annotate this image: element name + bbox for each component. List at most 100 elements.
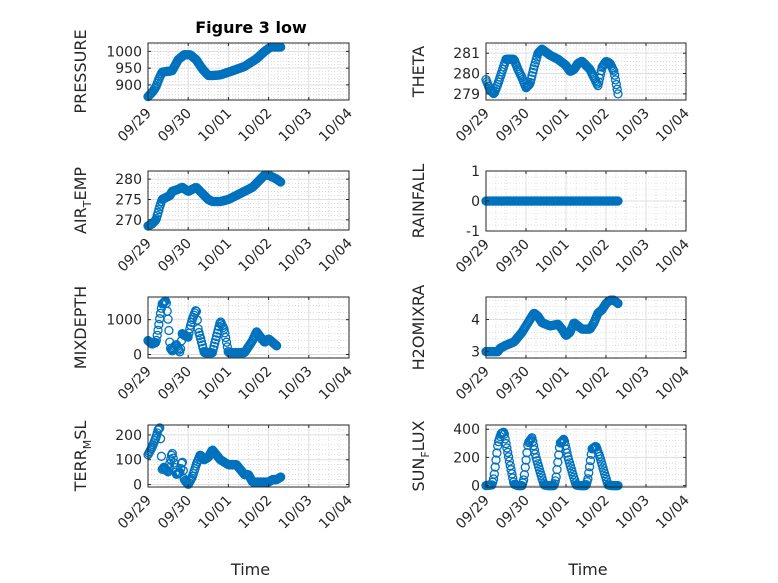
data-point (155, 423, 165, 433)
data-point (158, 298, 168, 308)
y-tick-label: 1000 (106, 313, 142, 329)
y-tick-label: 4 (471, 312, 480, 328)
x-tick-label: 09/29 (115, 364, 155, 404)
data-point (221, 337, 232, 347)
y-axis-label: MIXDEPTH (71, 286, 90, 369)
x-tick-label: 09/30 (155, 236, 195, 276)
x-tick-label: 10/02 (236, 493, 276, 533)
data-point (492, 448, 502, 458)
plot-area (148, 171, 349, 230)
y-label-main: SUN (409, 458, 428, 492)
y-label-subscript: M (81, 440, 94, 450)
x-tick-label: 09/30 (155, 364, 195, 404)
x-tick-label: 10/04 (316, 363, 356, 403)
data-point (276, 472, 286, 482)
x-tick-label: 09/29 (115, 106, 155, 146)
data-point (155, 308, 166, 318)
y-tick-label: 400 (453, 422, 480, 438)
y-axis-label: RAINFALL (409, 164, 428, 239)
data-point (504, 456, 515, 466)
x-tick-label: 10/01 (533, 493, 573, 533)
data-point (491, 455, 501, 465)
data-point (488, 474, 499, 484)
axes-box (485, 424, 687, 488)
x-tick-label: 09/29 (453, 106, 493, 146)
y-tick-label: 280 (453, 67, 480, 83)
x-tick-label: 10/04 (316, 492, 356, 532)
y-label-main: RAINFALL (409, 164, 428, 239)
y-axis-label: TERRMSL (71, 421, 94, 493)
data-point (151, 335, 162, 346)
data-point (611, 79, 621, 90)
y-tick-label: -1 (466, 224, 480, 240)
y-label-tail: SL (71, 421, 90, 440)
subplot-grid: 09/29 09/30 10/01 10/02 10/03 10/049009501000… (71, 29, 693, 579)
data-point (502, 443, 512, 453)
x-tick-label: 10/02 (236, 106, 276, 146)
data-point (562, 448, 572, 458)
axes-box (485, 296, 687, 359)
axes-box (147, 424, 350, 488)
data-point (271, 340, 281, 350)
data-point (550, 476, 560, 486)
data-point (554, 442, 565, 453)
data-point (153, 325, 163, 335)
y-tick-label: 200 (115, 428, 142, 444)
data-point (584, 462, 595, 472)
axes-box (147, 170, 350, 231)
subplot-air_temp: 09/29 09/30 10/01 10/02 10/03 10/04 270 275 280 A… (71, 167, 356, 276)
y-tick-label: 1000 (106, 44, 142, 60)
data-point (164, 325, 174, 336)
data-point (610, 70, 620, 80)
subplot-h2omixra: 09/29 09/30 10/01 10/02 10/03 10/04 3 4 H2OMIXRA (409, 285, 693, 404)
data-point (160, 297, 170, 307)
x-tick-label: 10/04 (653, 363, 693, 403)
x-tick-label: 10/02 (573, 237, 613, 277)
y-tick-label: 279 (453, 87, 480, 103)
y-tick-label: 0 (471, 194, 480, 210)
x-tick-label: 09/30 (155, 493, 195, 533)
y-label-tail: LUX (409, 420, 428, 451)
x-tick-label: 10/04 (653, 492, 693, 532)
data-point (150, 216, 160, 226)
x-tick-label: 10/01 (533, 106, 573, 146)
y-tick-label: 0 (133, 348, 142, 364)
y-tick-label: 280 (115, 172, 142, 188)
data-point (156, 451, 167, 461)
data-point (276, 177, 286, 187)
y-label-main: MIXDEPTH (71, 286, 90, 369)
y-tick-label: 275 (115, 192, 142, 208)
x-tick-label: 09/30 (493, 237, 533, 277)
y-axis-label: AIRTEMP (71, 167, 94, 234)
data-point (155, 434, 166, 444)
subplot-theta: 09/29 09/30 10/01 10/02 10/03 10/04 279 280 281 T… (409, 42, 693, 146)
data-point (523, 80, 534, 90)
data-point (489, 469, 500, 479)
x-tick-label: 10/03 (276, 106, 316, 146)
x-tick-label: 09/30 (155, 106, 195, 146)
data-point (499, 429, 510, 439)
x-tick-label: 10/01 (195, 493, 235, 533)
x-tick-label: 09/29 (453, 237, 493, 277)
data-point (269, 338, 279, 349)
x-tick-label: 10/01 (533, 364, 573, 404)
x-tick-label: 10/03 (276, 493, 316, 533)
x-axis-label: Time (230, 560, 270, 579)
data-point (609, 66, 619, 76)
y-label-main: AIR (71, 207, 90, 234)
data-point (612, 84, 622, 94)
y-axis-label: H2OMIXRA (409, 285, 428, 371)
x-tick-label: 09/29 (115, 493, 155, 533)
data-point (270, 339, 280, 350)
data-point (500, 434, 510, 444)
data-point (167, 448, 177, 459)
x-tick-label: 09/29 (453, 493, 493, 533)
x-tick-label: 09/29 (115, 236, 155, 276)
data-point (596, 66, 606, 76)
x-tick-label: 10/04 (653, 105, 693, 145)
y-tick-label: 0 (471, 479, 480, 495)
data-point (530, 449, 540, 459)
subplot-terr_msl: 09/29 09/30 10/01 10/02 10/03 10/04 0 100 200 TER… (71, 421, 356, 579)
data-point (585, 455, 596, 466)
